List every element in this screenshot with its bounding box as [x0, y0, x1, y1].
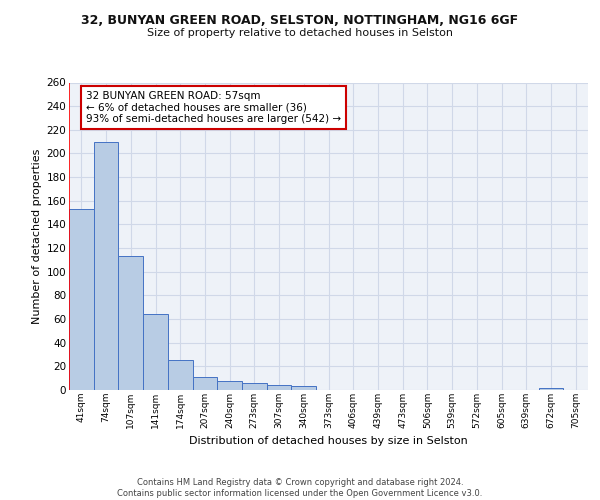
- Bar: [242, 383, 267, 390]
- Bar: [193, 377, 217, 390]
- Bar: [69, 209, 94, 390]
- Text: 32, BUNYAN GREEN ROAD, SELSTON, NOTTINGHAM, NG16 6GF: 32, BUNYAN GREEN ROAD, SELSTON, NOTTINGH…: [82, 14, 518, 27]
- Text: Contains HM Land Registry data © Crown copyright and database right 2024.
Contai: Contains HM Land Registry data © Crown c…: [118, 478, 482, 498]
- Y-axis label: Number of detached properties: Number of detached properties: [32, 148, 43, 324]
- Bar: [118, 256, 143, 390]
- Bar: [539, 388, 563, 390]
- X-axis label: Distribution of detached houses by size in Selston: Distribution of detached houses by size …: [189, 436, 468, 446]
- Bar: [143, 314, 168, 390]
- Text: 32 BUNYAN GREEN ROAD: 57sqm
← 6% of detached houses are smaller (36)
93% of semi: 32 BUNYAN GREEN ROAD: 57sqm ← 6% of deta…: [86, 91, 341, 124]
- Text: Size of property relative to detached houses in Selston: Size of property relative to detached ho…: [147, 28, 453, 38]
- Bar: [267, 386, 292, 390]
- Bar: [168, 360, 193, 390]
- Bar: [217, 380, 242, 390]
- Bar: [292, 386, 316, 390]
- Bar: [94, 142, 118, 390]
